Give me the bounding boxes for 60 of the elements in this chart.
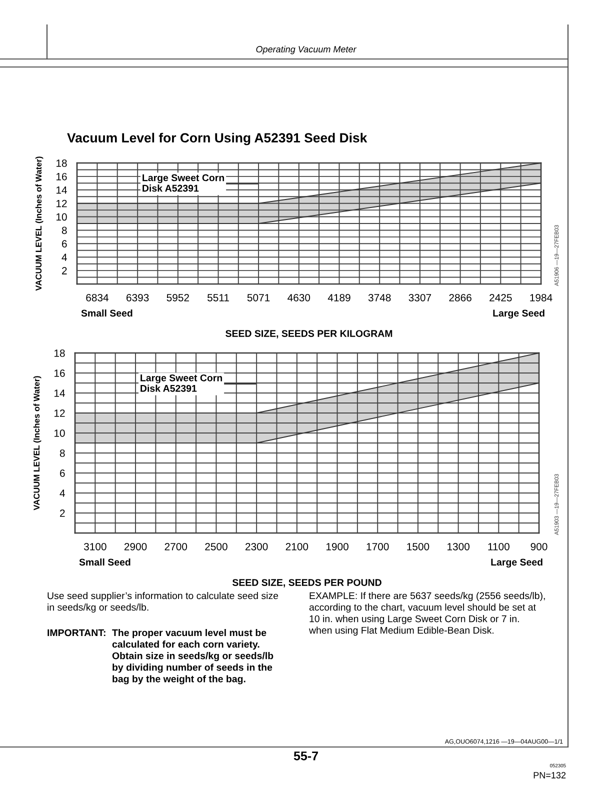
text: Small Seed — [81, 309, 132, 317]
text: Large Seed — [491, 558, 542, 568]
text: The proper vacuum level must be calculated for each corn variety. Obtain size in seeds/kg or seeds/lb by dividing number of seeds in the bag by the weight of the bag. — [112, 629, 274, 684]
text: 55-7 — [294, 752, 318, 760]
y-tick-label: 6 — [62, 240, 67, 248]
x-tick-label: 5071 — [247, 294, 270, 302]
x-tick-label: 2700 — [164, 542, 188, 550]
x-tick-label: 1300 — [448, 542, 470, 550]
x-tick-label: 3748 — [368, 294, 391, 302]
y-axis-title: VACUUM LEVEL (Inches of Water) — [35, 156, 44, 291]
x-tick-label: 4630 — [288, 294, 310, 302]
x-tick-label: 5952 — [166, 294, 189, 302]
x-tick-label: 2900 — [124, 542, 147, 550]
x-tick-label: 2300 — [246, 542, 268, 550]
y-tick-label: 16 — [54, 370, 65, 377]
text: Use seed supplier’s information to calculate seed size in seeds/kg or seeds/lb. — [48, 592, 278, 613]
y-tick-label: 2 — [60, 510, 65, 517]
text: EXAMPLE: If there are 5637 seeds/kg (2556 seeds/lb), according to the chart, vacuum level should be set at 10 in. when using Large Sweet Corn Disk or 7 in. when using Flat Medium Edible-Bean Disk. — [308, 592, 545, 636]
annotation: Large Sweet Corn Disk A52391 — [142, 174, 224, 192]
text: Small Seed — [79, 558, 130, 566]
text: IMPORTANT: — [48, 629, 106, 636]
y-tick-label: 14 — [54, 390, 65, 397]
x-tick-label: 1700 — [366, 542, 389, 550]
y-tick-label: 4 — [60, 490, 65, 497]
x-tick-label: 5511 — [207, 294, 229, 302]
x-tick-label: 2425 — [490, 294, 512, 302]
y-tick-label: 18 — [56, 160, 67, 167]
y-tick-label: 2 — [62, 267, 67, 274]
x-tick-label: 1984 — [530, 294, 552, 302]
x-tick-label: 6393 — [126, 294, 149, 302]
x-tick-label: 3307 — [408, 294, 432, 302]
x-tick-label: 2500 — [205, 542, 228, 550]
y-tick-label: 4 — [62, 254, 67, 261]
text: Large Seed — [493, 309, 544, 319]
annotation: Large Sweet Corn Disk A52391 — [140, 374, 222, 392]
y-tick-label: 12 — [56, 200, 67, 208]
y-tick-label: 12 — [54, 410, 65, 417]
x-tick-label: 6834 — [86, 294, 109, 302]
x-tick-label: 1500 — [407, 542, 430, 550]
x-tick-label: 1900 — [326, 542, 348, 550]
y-tick-label: 8 — [62, 226, 67, 234]
x-tick-label: 900 — [530, 542, 548, 550]
y-tick-label: 8 — [60, 450, 65, 457]
y-tick-label: 14 — [56, 186, 67, 194]
y-tick-label: 18 — [54, 350, 65, 357]
x-tick-label: 2866 — [449, 294, 472, 302]
chart-title: Vacuum Level for Corn Using A52391 Seed Disk — [67, 132, 368, 146]
y-tick-label: 16 — [56, 172, 67, 180]
x-tick-label: 2100 — [286, 542, 308, 550]
text: PN=132 — [534, 772, 566, 778]
x-tick-label: 3100 — [84, 542, 106, 550]
x-tick-label: 4189 — [328, 294, 350, 302]
text: Operating Vacuum Meter — [256, 46, 357, 54]
y-axis-title: VACUUM LEVEL (Inches of Water) — [33, 376, 42, 510]
x-tick-label: 1100 — [488, 542, 510, 550]
y-tick-label: 6 — [60, 470, 65, 477]
x-axis-title: SEED SIZE, SEEDS PER POUND — [232, 579, 382, 588]
y-tick-label: 10 — [54, 430, 65, 437]
x-axis-title: SEED SIZE, SEEDS PER KILOGRAM — [226, 330, 392, 338]
y-tick-label: 10 — [56, 213, 67, 221]
